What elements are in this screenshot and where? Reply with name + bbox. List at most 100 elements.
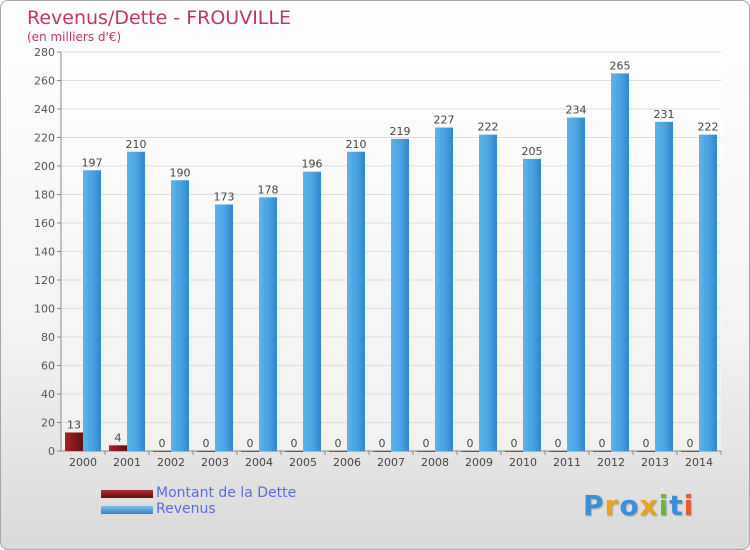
- y-tick-label: 100: [34, 303, 55, 316]
- data-label-revenue: 231: [654, 108, 675, 121]
- x-tick-label: 2011: [553, 456, 581, 469]
- y-tick-label: 40: [41, 388, 55, 401]
- data-label-revenue: 178: [258, 183, 279, 196]
- x-tick-label: 2000: [69, 456, 97, 469]
- y-tick-label: 20: [41, 417, 55, 430]
- legend-label-revenue: Revenus: [156, 501, 216, 517]
- logo-letter: i: [683, 489, 695, 522]
- bar-debt: [241, 451, 259, 452]
- legend-label-debt: Montant de la Dette: [156, 485, 297, 501]
- data-label-revenue: 222: [698, 121, 719, 134]
- data-label-revenue: 205: [522, 145, 543, 158]
- y-tick-label: 200: [34, 160, 55, 173]
- legend-swatch-debt: [101, 490, 153, 498]
- data-label-revenue: 196: [302, 158, 323, 171]
- bar-debt: [373, 451, 391, 452]
- data-label-debt: 4: [115, 431, 122, 444]
- x-tick-label: 2009: [465, 456, 493, 469]
- bar-debt: [461, 451, 479, 452]
- data-label-debt: 0: [555, 437, 562, 450]
- data-label-debt: 0: [291, 437, 298, 450]
- data-label-debt: 0: [379, 437, 386, 450]
- x-tick-label: 2010: [509, 456, 537, 469]
- bar-debt: [417, 451, 435, 452]
- bar-debt: [505, 451, 523, 452]
- y-tick-label: 280: [34, 46, 55, 59]
- data-label-revenue: 222: [478, 121, 499, 134]
- x-tick-label: 2012: [597, 456, 625, 469]
- x-tick-label: 2013: [641, 456, 669, 469]
- data-label-debt: 0: [467, 437, 474, 450]
- bar-debt: [109, 445, 127, 451]
- bar-revenue: [259, 197, 277, 451]
- logo-letter: o: [619, 489, 640, 522]
- data-label-debt: 13: [67, 418, 81, 431]
- bar-debt: [285, 451, 303, 452]
- bar-revenue: [83, 170, 101, 451]
- x-tick-label: 2008: [421, 456, 449, 469]
- data-label-debt: 0: [511, 437, 518, 450]
- legend-swatch-revenue: [101, 506, 153, 514]
- x-tick-label: 2004: [245, 456, 273, 469]
- y-tick-label: 140: [34, 246, 55, 259]
- logo-letter: P: [583, 489, 605, 522]
- x-tick-label: 2006: [333, 456, 361, 469]
- data-label-revenue: 227: [434, 114, 455, 127]
- data-label-revenue: 234: [566, 104, 587, 117]
- chart-title: Revenus/Dette - FROUVILLE: [27, 7, 291, 29]
- data-label-revenue: 210: [126, 138, 147, 151]
- bar-revenue: [435, 127, 453, 452]
- y-tick-label: 260: [34, 75, 55, 88]
- y-tick-label: 180: [34, 189, 55, 202]
- data-label-debt: 0: [643, 437, 650, 450]
- x-tick-label: 2007: [377, 456, 405, 469]
- bar-revenue: [699, 134, 717, 451]
- bar-debt: [637, 451, 655, 452]
- x-tick-label: 2005: [289, 456, 317, 469]
- data-label-revenue: 197: [82, 156, 103, 169]
- chart-subtitle: (en milliers d'€): [27, 30, 122, 44]
- bar-debt: [593, 451, 611, 452]
- y-tick-label: 60: [41, 360, 55, 373]
- data-label-revenue: 190: [170, 166, 191, 179]
- y-tick-label: 240: [34, 103, 55, 116]
- bar-debt: [197, 451, 215, 452]
- data-label-revenue: 210: [346, 138, 367, 151]
- bar-revenue: [611, 73, 629, 451]
- data-label-revenue: 265: [610, 59, 631, 72]
- y-tick-label: 80: [41, 331, 55, 344]
- data-label-debt: 0: [599, 437, 606, 450]
- y-tick-label: 160: [34, 217, 55, 230]
- logo-letter: i: [658, 489, 670, 522]
- bar-debt: [681, 451, 699, 452]
- data-label-revenue: 173: [214, 190, 235, 203]
- data-label-debt: 0: [335, 437, 342, 450]
- data-label-debt: 0: [247, 437, 254, 450]
- logo-letter: x: [639, 489, 659, 522]
- logo-letter: t: [669, 489, 684, 522]
- bar-debt: [549, 451, 567, 452]
- bar-revenue: [171, 180, 189, 451]
- bar-revenue: [347, 151, 365, 451]
- data-label-debt: 0: [159, 437, 166, 450]
- y-tick-label: 220: [34, 132, 55, 145]
- bar-revenue: [303, 171, 321, 451]
- bar-revenue: [127, 151, 145, 451]
- data-label-debt: 0: [203, 437, 210, 450]
- proxiti-logo: Proxiti: [583, 489, 694, 522]
- y-tick-label: 0: [48, 445, 55, 458]
- data-label-debt: 0: [687, 437, 694, 450]
- bar-debt: [153, 451, 171, 452]
- data-label-debt: 0: [423, 437, 430, 450]
- y-tick-label: 120: [34, 274, 55, 287]
- bar-revenue: [523, 158, 541, 451]
- bar-revenue: [479, 134, 497, 451]
- data-label-revenue: 219: [390, 125, 411, 138]
- x-tick-label: 2014: [685, 456, 713, 469]
- x-tick-label: 2003: [201, 456, 229, 469]
- bar-debt: [329, 451, 347, 452]
- bar-revenue: [567, 117, 585, 452]
- logo-letter: r: [604, 489, 620, 522]
